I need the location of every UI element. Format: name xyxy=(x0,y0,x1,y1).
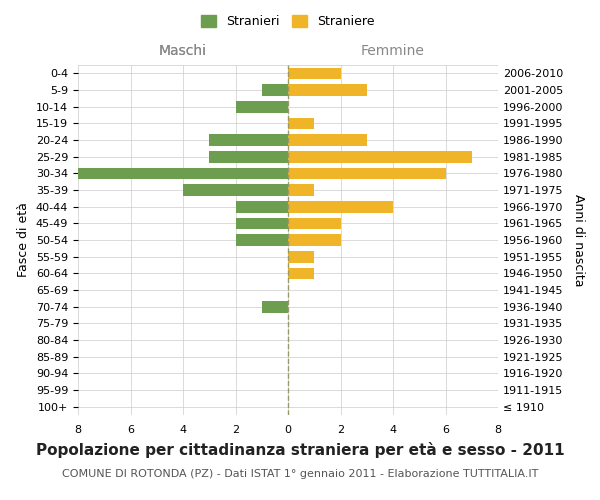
Bar xyxy=(288,151,472,162)
Bar xyxy=(288,268,314,279)
Bar xyxy=(288,68,341,79)
Bar xyxy=(235,234,288,246)
Bar xyxy=(288,184,314,196)
Text: Maschi: Maschi xyxy=(159,44,207,58)
Bar xyxy=(288,234,341,246)
Y-axis label: Anni di nascita: Anni di nascita xyxy=(572,194,584,286)
Bar xyxy=(183,184,288,196)
Text: COMUNE DI ROTONDA (PZ) - Dati ISTAT 1° gennaio 2011 - Elaborazione TUTTITALIA.IT: COMUNE DI ROTONDA (PZ) - Dati ISTAT 1° g… xyxy=(62,469,538,479)
Bar xyxy=(209,134,288,146)
Bar xyxy=(262,301,288,312)
Bar xyxy=(288,84,367,96)
Bar xyxy=(288,251,314,262)
Bar xyxy=(288,118,314,129)
Bar xyxy=(288,201,393,212)
Bar xyxy=(209,151,288,162)
Bar xyxy=(78,168,288,179)
Bar xyxy=(235,101,288,112)
Bar xyxy=(235,201,288,212)
Legend: Stranieri, Straniere: Stranieri, Straniere xyxy=(201,15,375,28)
Bar xyxy=(288,218,341,229)
Y-axis label: Fasce di età: Fasce di età xyxy=(17,202,31,278)
Bar xyxy=(235,218,288,229)
Text: Popolazione per cittadinanza straniera per età e sesso - 2011: Popolazione per cittadinanza straniera p… xyxy=(35,442,565,458)
Bar xyxy=(262,84,288,96)
Bar xyxy=(288,134,367,146)
Text: Femmine: Femmine xyxy=(361,44,425,58)
Text: Maschi: Maschi xyxy=(159,44,207,58)
Bar xyxy=(288,168,445,179)
